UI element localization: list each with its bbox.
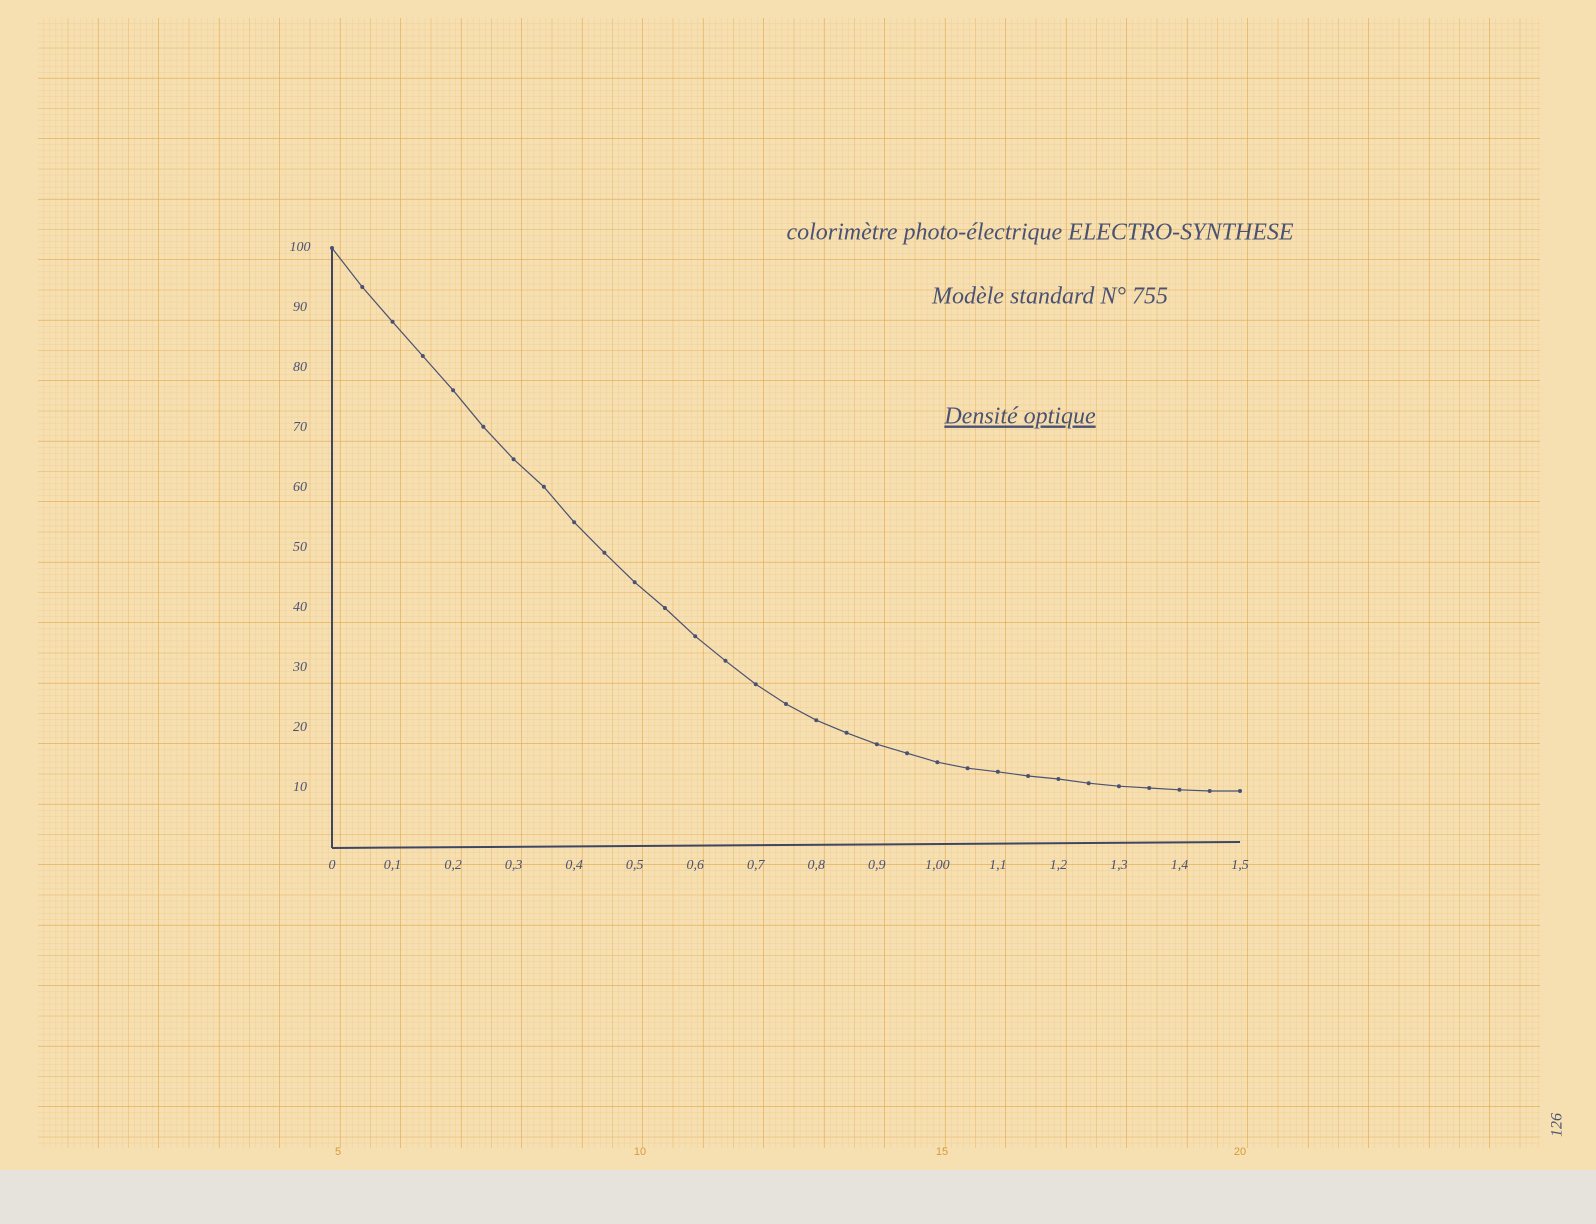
data-point — [1087, 781, 1091, 785]
data-point — [421, 354, 425, 358]
x-tick-label: 1,4 — [1171, 858, 1189, 873]
ruler-label: 20 — [1234, 1146, 1246, 1158]
data-point — [1208, 789, 1212, 793]
ruler-label: 5 — [335, 1146, 341, 1158]
y-tick-label: 100 — [290, 240, 311, 255]
x-tick-label: 1,3 — [1110, 858, 1128, 873]
y-tick-label: 90 — [293, 300, 307, 315]
data-point — [966, 766, 970, 770]
data-point — [875, 742, 879, 746]
data-point — [723, 659, 727, 663]
chart-title: colorimètre photo-électrique ELECTRO-SYN… — [786, 220, 1293, 246]
data-point — [814, 718, 818, 722]
data-point — [693, 634, 697, 638]
data-point — [602, 551, 606, 555]
x-tick-label: 0,4 — [565, 858, 583, 873]
data-point — [451, 388, 455, 392]
chart: colorimètre photo-électrique ELECTRO-SYN… — [0, 0, 1596, 1224]
x-tick-label: 0 — [329, 858, 336, 873]
x-tick-label: 0,3 — [505, 858, 523, 873]
data-point — [905, 751, 909, 755]
data-point — [1056, 777, 1060, 781]
y-tick-label: 80 — [293, 360, 307, 375]
ruler-label: 15 — [936, 1146, 948, 1158]
y-tick-label: 70 — [293, 420, 307, 435]
x-tick-label: 1,00 — [925, 858, 950, 873]
x-tick-label: 0,8 — [808, 858, 826, 873]
x-tick-label: 0,9 — [868, 858, 886, 873]
data-point — [1147, 786, 1151, 790]
y-tick-label: 50 — [293, 540, 307, 555]
page-edge — [0, 1170, 1596, 1224]
x-tick-label: 0,6 — [686, 858, 704, 873]
y-tick-label: 30 — [292, 660, 307, 675]
y-tick-label: 10 — [293, 780, 307, 795]
x-tick-label: 1,2 — [1050, 858, 1068, 873]
data-point — [1026, 774, 1030, 778]
data-point — [542, 485, 546, 489]
data-point — [935, 760, 939, 764]
x-tick-label: 0,7 — [747, 858, 766, 873]
data-point — [512, 457, 516, 461]
data-point — [784, 702, 788, 706]
x-tick-label: 0,5 — [626, 858, 644, 873]
y-tick-label: 60 — [293, 480, 307, 495]
y-tick-label: 20 — [293, 720, 307, 735]
data-point — [754, 682, 758, 686]
data-point — [1117, 784, 1121, 788]
x-tick-label: 1,5 — [1231, 858, 1249, 873]
x-tick-label: 1,1 — [989, 858, 1007, 873]
grid-major — [38, 18, 1540, 1148]
chart-subtitle: Modèle standard N° 755 — [931, 284, 1168, 310]
x-tick-label: 0,1 — [384, 858, 402, 873]
data-point — [663, 606, 667, 610]
page: colorimètre photo-électrique ELECTRO-SYN… — [0, 0, 1596, 1224]
data-point — [996, 770, 1000, 774]
data-point — [1177, 788, 1181, 792]
data-point — [481, 425, 485, 429]
data-point — [845, 731, 849, 735]
data-point — [633, 580, 637, 584]
annotation: Densité optique — [943, 404, 1096, 430]
data-point — [391, 320, 395, 324]
y-tick-label: 40 — [293, 600, 307, 615]
data-point — [330, 246, 334, 250]
data-point — [572, 520, 576, 524]
ruler-label: 10 — [634, 1146, 646, 1158]
x-tick-label: 0,2 — [444, 858, 462, 873]
data-point — [360, 285, 364, 289]
data-point — [1238, 789, 1242, 793]
page-number: 126 — [1549, 1113, 1566, 1137]
